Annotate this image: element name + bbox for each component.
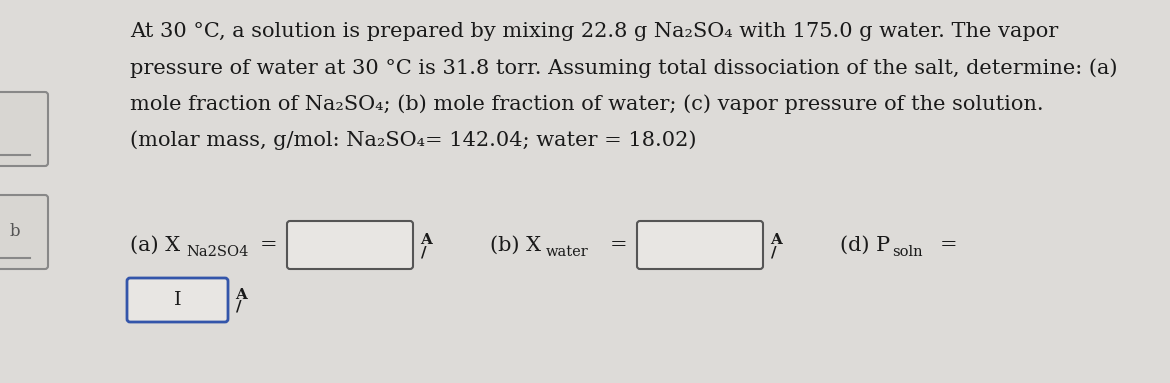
Text: A: A: [235, 288, 247, 302]
FancyBboxPatch shape: [128, 278, 228, 322]
Text: I: I: [173, 291, 181, 309]
Text: =: =: [610, 236, 627, 254]
Text: /: /: [771, 245, 777, 259]
Text: soln: soln: [892, 245, 923, 259]
Text: (molar mass, g/mol: Na₂SO₄= 142.04; water = 18.02): (molar mass, g/mol: Na₂SO₄= 142.04; wate…: [130, 130, 696, 150]
Text: mole fraction of Na₂SO₄; (b) mole fraction of water; (c) vapor pressure of the s: mole fraction of Na₂SO₄; (b) mole fracti…: [130, 94, 1044, 114]
Text: A: A: [770, 233, 782, 247]
Text: /: /: [421, 245, 427, 259]
FancyBboxPatch shape: [0, 195, 48, 269]
Text: At 30 °C, a solution is prepared by mixing 22.8 g Na₂SO₄ with 175.0 g water. The: At 30 °C, a solution is prepared by mixi…: [130, 22, 1058, 41]
Text: /: /: [236, 300, 242, 314]
FancyBboxPatch shape: [636, 221, 763, 269]
Text: b: b: [9, 224, 20, 241]
Text: =: =: [940, 236, 957, 254]
Text: (a) X: (a) X: [130, 236, 180, 254]
Text: (b) X: (b) X: [490, 236, 541, 254]
Text: pressure of water at 30 °C is 31.8 torr. Assuming total dissociation of the salt: pressure of water at 30 °C is 31.8 torr.…: [130, 58, 1117, 78]
FancyBboxPatch shape: [0, 92, 48, 166]
Text: Na2SO4: Na2SO4: [186, 245, 248, 259]
Text: water: water: [546, 245, 589, 259]
FancyBboxPatch shape: [287, 221, 413, 269]
Text: =: =: [260, 236, 277, 254]
Text: A: A: [420, 233, 432, 247]
Text: (d) P: (d) P: [840, 236, 890, 254]
